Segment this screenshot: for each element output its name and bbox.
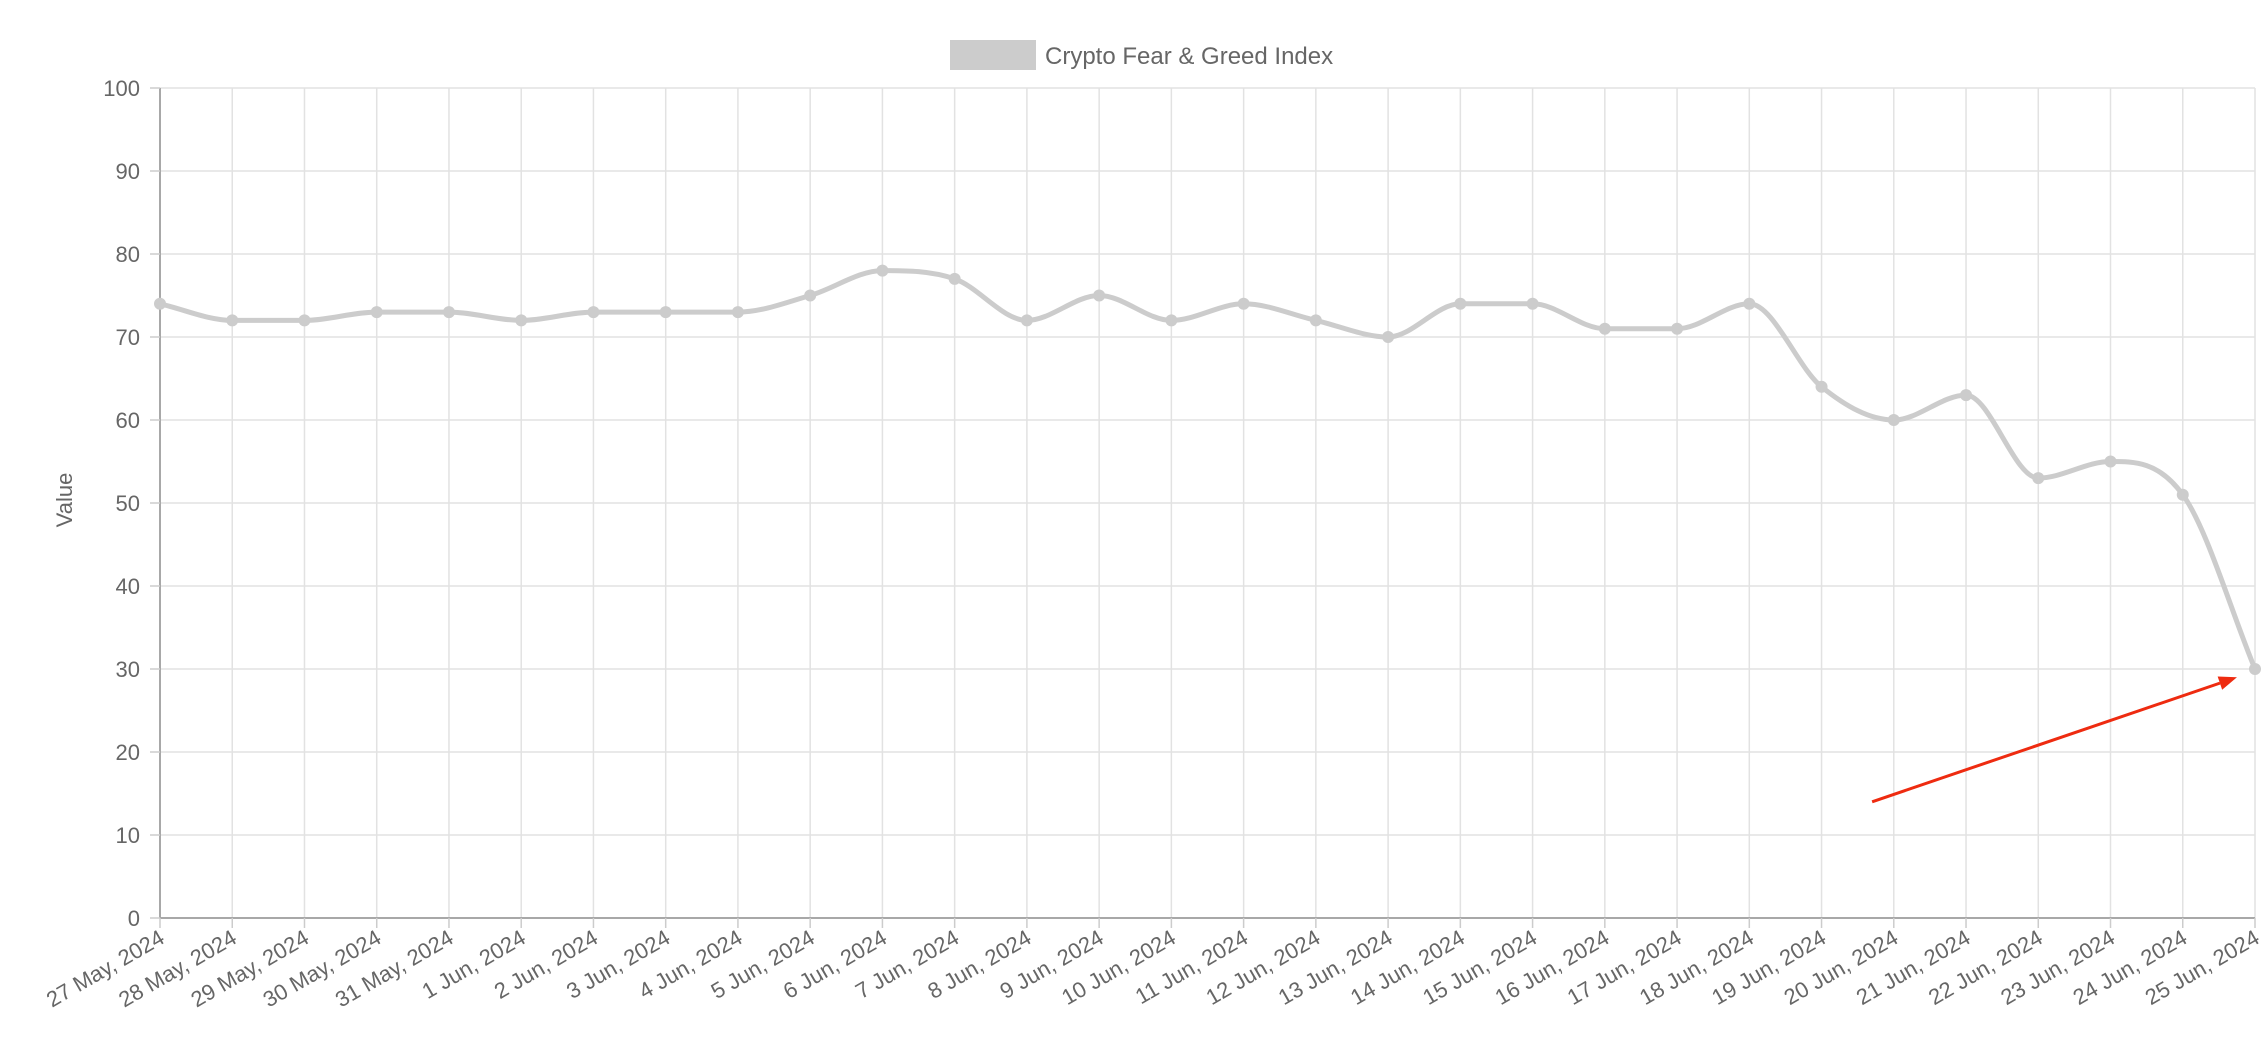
annotation-arrow-head <box>2217 676 2237 690</box>
y-tick-label: 40 <box>116 574 140 599</box>
legend-label: Crypto Fear & Greed Index <box>1045 43 1333 70</box>
annotation-arrow-shaft <box>1871 681 2221 804</box>
y-tick-label: 60 <box>116 408 140 433</box>
data-point[interactable] <box>2032 472 2045 485</box>
annotation-layer <box>1871 676 2237 804</box>
y-tick-label: 20 <box>116 740 140 765</box>
series-line <box>157 268 2258 672</box>
y-axis-ticks: 0 10 20 30 40 50 60 70 80 90 100 <box>103 76 160 931</box>
y-tick-label: 90 <box>116 159 140 184</box>
y-tick-label: 70 <box>116 325 140 350</box>
data-point[interactable] <box>1454 297 1467 310</box>
y-tick-label: 100 <box>103 76 140 101</box>
legend[interactable]: Crypto Fear & Greed Index <box>950 40 1333 70</box>
data-point[interactable] <box>1382 331 1395 343</box>
data-point[interactable] <box>948 272 961 285</box>
data-point[interactable] <box>1815 380 1828 393</box>
y-axis-title: Value <box>52 473 77 528</box>
grid-lines <box>159 87 2256 919</box>
data-point[interactable] <box>1309 314 1322 327</box>
data-point[interactable] <box>804 289 817 302</box>
data-point[interactable] <box>226 314 239 327</box>
data-point[interactable] <box>1671 322 1684 335</box>
data-point[interactable] <box>1526 297 1539 310</box>
y-tick-label: 10 <box>116 823 140 848</box>
data-point[interactable] <box>1598 322 1611 335</box>
data-point[interactable] <box>515 314 528 327</box>
data-point[interactable] <box>587 306 600 319</box>
data-point[interactable] <box>370 306 383 319</box>
data-point[interactable] <box>1165 314 1178 327</box>
legend-swatch <box>950 40 1036 70</box>
data-point[interactable] <box>1960 389 1973 402</box>
y-tick-label: 30 <box>116 657 140 682</box>
data-point[interactable] <box>442 306 455 319</box>
data-point[interactable] <box>2104 455 2117 468</box>
data-point[interactable] <box>1743 297 1756 310</box>
data-point[interactable] <box>1237 297 1250 310</box>
data-point[interactable] <box>154 297 166 310</box>
data-point[interactable] <box>2249 663 2261 675</box>
data-point[interactable] <box>876 264 889 277</box>
y-tick-label: 80 <box>116 242 140 267</box>
data-point[interactable] <box>2176 488 2189 501</box>
x-tick-label: 27 May, 2024 <box>42 925 169 1012</box>
y-tick-label: 50 <box>116 491 140 516</box>
series-layer <box>154 264 2261 675</box>
data-point[interactable] <box>731 306 744 319</box>
y-tick-label: 0 <box>128 906 140 931</box>
data-point[interactable] <box>1093 289 1106 302</box>
data-point[interactable] <box>298 314 311 327</box>
data-point[interactable] <box>1020 314 1033 327</box>
data-point[interactable] <box>1887 414 1900 426</box>
data-point[interactable] <box>659 306 672 319</box>
